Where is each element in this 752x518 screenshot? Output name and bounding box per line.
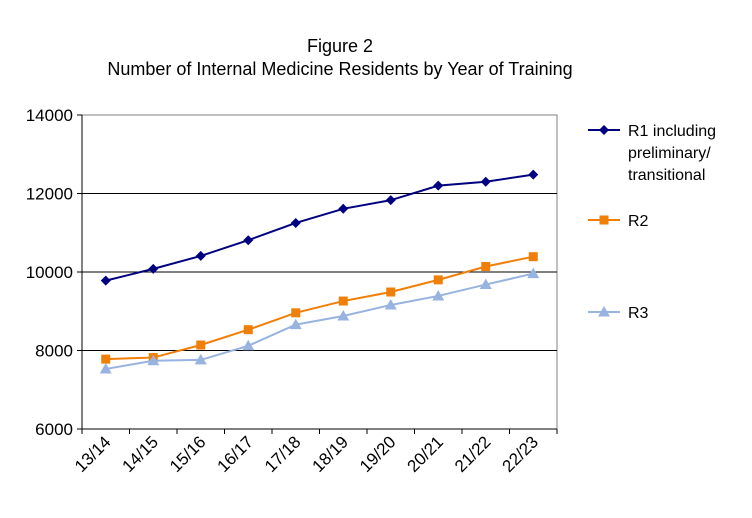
- data-point: [243, 235, 254, 246]
- x-tick-label: 21/22: [451, 432, 495, 476]
- data-point: [100, 275, 111, 286]
- data-point: [385, 195, 396, 206]
- x-tick-label: 17/18: [261, 432, 305, 476]
- x-tick-label: 13/14: [71, 432, 115, 476]
- series-line: [105, 272, 534, 370]
- series-line: [105, 173, 534, 282]
- x-tick-label: 16/17: [214, 432, 258, 476]
- data-point: [338, 296, 348, 306]
- data-point: [528, 169, 539, 180]
- legend-item: R2: [588, 213, 649, 230]
- y-tick-label: 10000: [26, 263, 73, 282]
- data-point: [384, 298, 397, 310]
- series-1: [100, 169, 539, 286]
- data-point: [432, 289, 445, 301]
- data-point: [290, 217, 301, 228]
- legend-label: transitional: [628, 167, 705, 184]
- data-point: [289, 318, 302, 330]
- data-point: [433, 180, 444, 191]
- legend-label: R3: [628, 305, 649, 322]
- x-tick-label: 14/15: [119, 432, 163, 476]
- y-tick-label: 12000: [26, 185, 73, 204]
- legend-label: R2: [628, 213, 649, 230]
- data-point: [195, 250, 206, 261]
- legend-label: preliminary/: [628, 145, 711, 162]
- data-point: [337, 309, 350, 321]
- data-point: [528, 252, 538, 262]
- data-point: [147, 354, 160, 366]
- legend-item: R1 including preliminary/transitional: [588, 123, 716, 184]
- y-tick-label: 6000: [35, 420, 73, 439]
- data-point: [291, 308, 301, 318]
- data-point: [194, 353, 207, 365]
- x-tick-label: 20/21: [404, 432, 448, 476]
- y-tick-label: 8000: [35, 342, 73, 361]
- x-tick-label: 15/16: [166, 432, 210, 476]
- legend-marker: [598, 306, 610, 317]
- data-point: [243, 325, 253, 335]
- x-tick-label: 18/19: [309, 432, 353, 476]
- series-line: [105, 255, 534, 361]
- series-3: [99, 267, 540, 374]
- y-tick-label: 14000: [26, 106, 73, 125]
- data-point: [480, 176, 491, 187]
- legend-item: R3: [588, 305, 649, 322]
- legend-marker: [599, 215, 609, 225]
- data-point: [99, 362, 112, 374]
- data-point: [338, 203, 349, 214]
- data-point: [101, 354, 111, 364]
- data-point: [481, 262, 491, 272]
- data-point: [433, 275, 443, 285]
- data-point: [242, 339, 255, 351]
- data-point: [196, 340, 206, 350]
- chart-subtitle: Number of Internal Medicine Residents by…: [107, 59, 573, 79]
- x-tick-label: 22/23: [499, 432, 543, 476]
- data-point: [386, 287, 396, 297]
- legend-label: R1 including: [628, 123, 716, 140]
- legend-marker: [599, 125, 609, 135]
- data-point: [148, 263, 159, 274]
- x-tick-label: 19/20: [356, 432, 400, 476]
- data-point: [527, 267, 540, 279]
- data-point: [479, 278, 492, 290]
- chart-title: Figure 2: [306, 36, 374, 56]
